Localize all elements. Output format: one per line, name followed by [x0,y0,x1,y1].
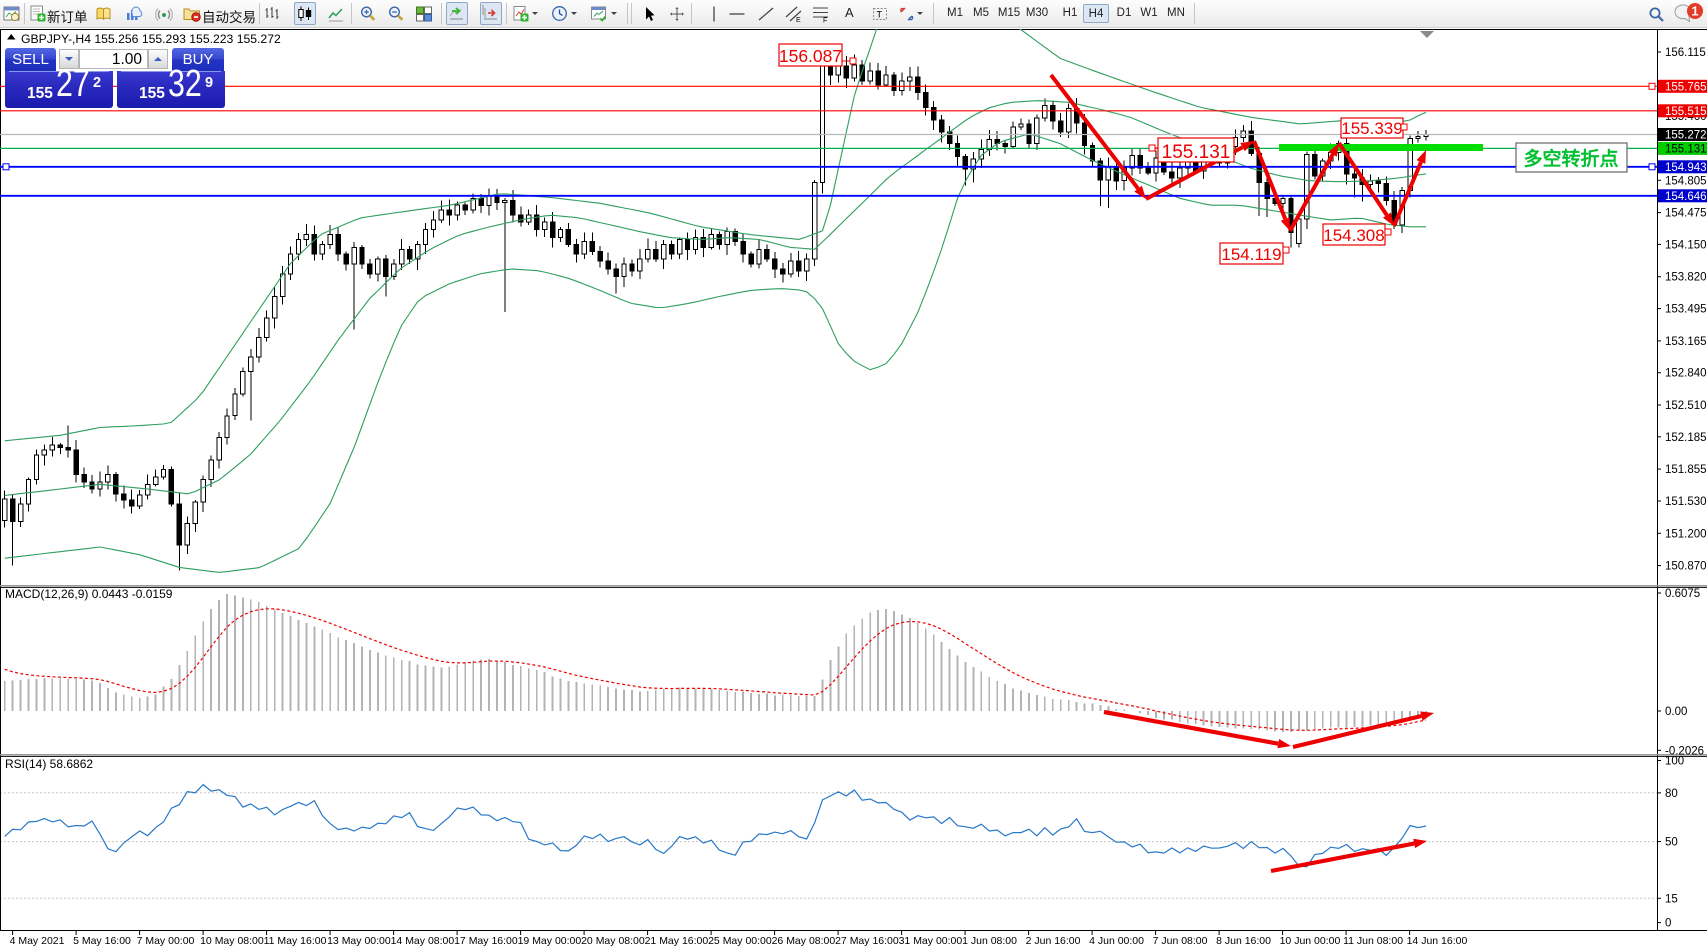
svg-text:154.646: 154.646 [1665,191,1707,203]
svg-text:21 May 16:00: 21 May 16:00 [645,935,709,947]
svg-text:154.308: 154.308 [1323,226,1384,245]
svg-text:155.131: 155.131 [1162,142,1231,163]
svg-text:19 May 00:00: 19 May 00:00 [518,935,582,947]
svg-text:13 May 00:00: 13 May 00:00 [327,935,391,947]
svg-text:1 Jun 08:00: 1 Jun 08:00 [962,935,1017,947]
svg-text:153.820: 153.820 [1665,272,1707,284]
svg-text:4 Jun 00:00: 4 Jun 00:00 [1089,935,1144,947]
svg-text:100: 100 [1665,756,1684,768]
svg-text:151.855: 151.855 [1665,464,1707,476]
svg-text:15: 15 [1665,893,1678,905]
svg-text:151.200: 151.200 [1665,528,1707,540]
svg-text:155.765: 155.765 [1665,81,1707,93]
svg-text:-0.2026: -0.2026 [1665,745,1704,757]
svg-text:26 May 08:00: 26 May 08:00 [772,935,836,947]
svg-text:153.165: 153.165 [1665,336,1707,348]
svg-text:F: F [823,18,827,24]
svg-text:14 May 08:00: 14 May 08:00 [391,935,455,947]
svg-text:151.530: 151.530 [1665,496,1707,508]
svg-text:7 Jun 08:00: 7 Jun 08:00 [1153,935,1208,947]
svg-text:154.805: 154.805 [1665,175,1707,187]
svg-text:E: E [796,17,801,23]
svg-text:156.087: 156.087 [779,46,842,66]
svg-text:150.870: 150.870 [1665,561,1707,573]
svg-text:155.131: 155.131 [1665,143,1707,155]
svg-text:17 May 16:00: 17 May 16:00 [454,935,518,947]
svg-text:8 Jun 16:00: 8 Jun 16:00 [1216,935,1271,947]
svg-text:11 Jun 08:00: 11 Jun 08:00 [1343,935,1403,947]
svg-text:152.840: 152.840 [1665,368,1707,380]
svg-text:10 Jun 00:00: 10 Jun 00:00 [1280,935,1341,947]
svg-text:50: 50 [1665,837,1678,849]
svg-text:152.510: 152.510 [1665,400,1707,412]
svg-text:154.475: 154.475 [1665,208,1707,220]
svg-text:153.495: 153.495 [1665,304,1707,316]
svg-text:154.943: 154.943 [1665,162,1707,174]
svg-text:155.339: 155.339 [1341,119,1402,138]
svg-text:152.185: 152.185 [1665,432,1707,444]
svg-text:20 May 08:00: 20 May 08:00 [581,935,645,947]
svg-text:155.515: 155.515 [1665,106,1707,118]
svg-text:10 May 08:00: 10 May 08:00 [200,935,264,947]
svg-text:0: 0 [1665,918,1671,930]
svg-text:80: 80 [1665,788,1678,800]
svg-text:31 May 00:00: 31 May 00:00 [899,935,963,947]
svg-text:25 May 00:00: 25 May 00:00 [708,935,772,947]
svg-text:多空转折点: 多空转折点 [1523,147,1618,170]
svg-text:0.00: 0.00 [1665,706,1687,718]
svg-text:4 May 2021: 4 May 2021 [10,935,65,947]
svg-text:154.119: 154.119 [1221,245,1281,264]
svg-text:11 May 16:00: 11 May 16:00 [264,935,327,947]
svg-text:0.6075: 0.6075 [1665,588,1700,600]
svg-text:14 Jun 16:00: 14 Jun 16:00 [1407,935,1468,947]
svg-text:27 May 16:00: 27 May 16:00 [835,935,899,947]
svg-text:2 Jun 16:00: 2 Jun 16:00 [1026,935,1081,947]
svg-text:1: 1 [1691,4,1698,19]
svg-text:156.115: 156.115 [1665,47,1706,59]
svg-text:MACD(12,26,9) 0.0443 -0.0159: MACD(12,26,9) 0.0443 -0.0159 [5,587,173,601]
svg-text:155.272: 155.272 [1665,130,1707,142]
svg-text:154.150: 154.150 [1665,239,1707,251]
svg-text:GBPJPY-,H4 155.256 155.293 15: GBPJPY-,H4 155.256 155.293 155.223 155.2… [21,32,281,46]
svg-text:5 May 16:00: 5 May 16:00 [73,935,131,947]
svg-text:7 May 00:00: 7 May 00:00 [137,935,195,947]
svg-text:T: T [877,10,883,20]
svg-text:RSI(14) 58.6862: RSI(14) 58.6862 [5,757,93,771]
